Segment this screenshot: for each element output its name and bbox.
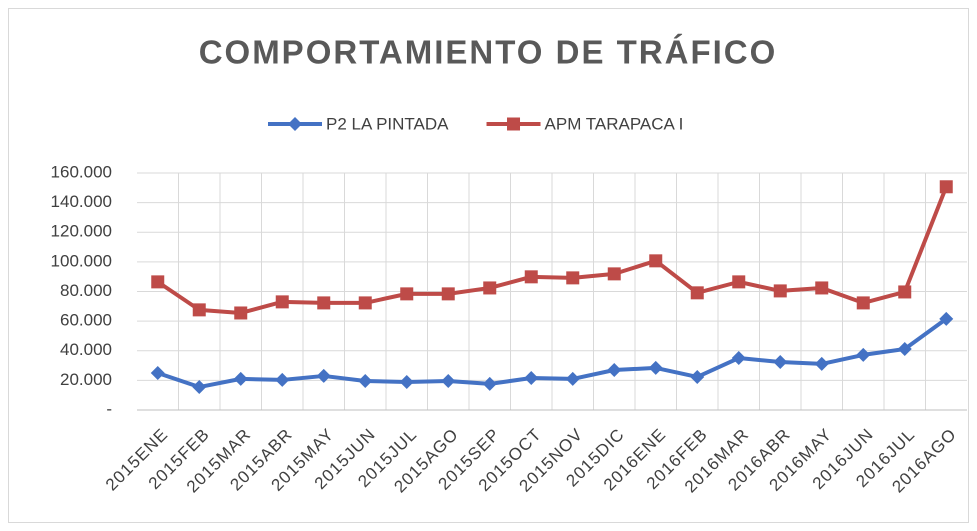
point (358, 373, 373, 388)
point (275, 372, 290, 387)
point (690, 286, 704, 300)
point (815, 281, 829, 295)
y-tick-label: 120.000 (51, 222, 112, 241)
legend-label: APM TARAPACA I (545, 114, 684, 133)
point (151, 275, 165, 289)
point (233, 371, 248, 386)
point (524, 270, 538, 284)
point (856, 347, 871, 362)
point (690, 369, 705, 384)
point (939, 311, 954, 326)
point (731, 351, 746, 366)
point (192, 303, 206, 317)
point (814, 356, 829, 371)
point (773, 284, 787, 298)
point (150, 365, 165, 380)
point (648, 360, 663, 375)
point (565, 371, 580, 386)
point (566, 271, 580, 285)
point (400, 287, 414, 301)
point (524, 371, 539, 386)
point (358, 296, 372, 310)
point (773, 355, 788, 370)
point (192, 380, 207, 395)
point (234, 306, 248, 320)
point (607, 267, 621, 281)
point (607, 363, 622, 378)
point (856, 296, 870, 310)
y-tick-label: 60.000 (60, 311, 112, 330)
point (441, 373, 456, 388)
point (316, 368, 331, 383)
y-tick-label: 140.000 (51, 192, 112, 211)
y-tick-label: 40.000 (60, 340, 112, 359)
point (483, 281, 497, 295)
series-line (157, 317, 948, 390)
point (275, 295, 289, 309)
point (897, 341, 912, 356)
chart-title: COMPORTAMIENTO DE TRÁFICO (199, 34, 778, 71)
y-tick-label: - (106, 399, 112, 418)
point (649, 254, 663, 268)
series-line (156, 186, 949, 315)
y-tick-label: 160.000 (51, 162, 112, 181)
y-tick-label: 80.000 (60, 281, 112, 300)
point (288, 117, 302, 131)
y-tick-label: 20.000 (60, 370, 112, 389)
point (732, 275, 746, 289)
point (399, 375, 414, 390)
point (898, 285, 912, 299)
legend-label: P2 LA PINTADA (326, 114, 449, 133)
chart-border (8, 8, 969, 523)
y-tick-label: 100.000 (51, 251, 112, 270)
point (939, 180, 953, 194)
point (482, 376, 497, 391)
point (507, 117, 521, 131)
point (441, 287, 455, 301)
point (317, 296, 331, 310)
